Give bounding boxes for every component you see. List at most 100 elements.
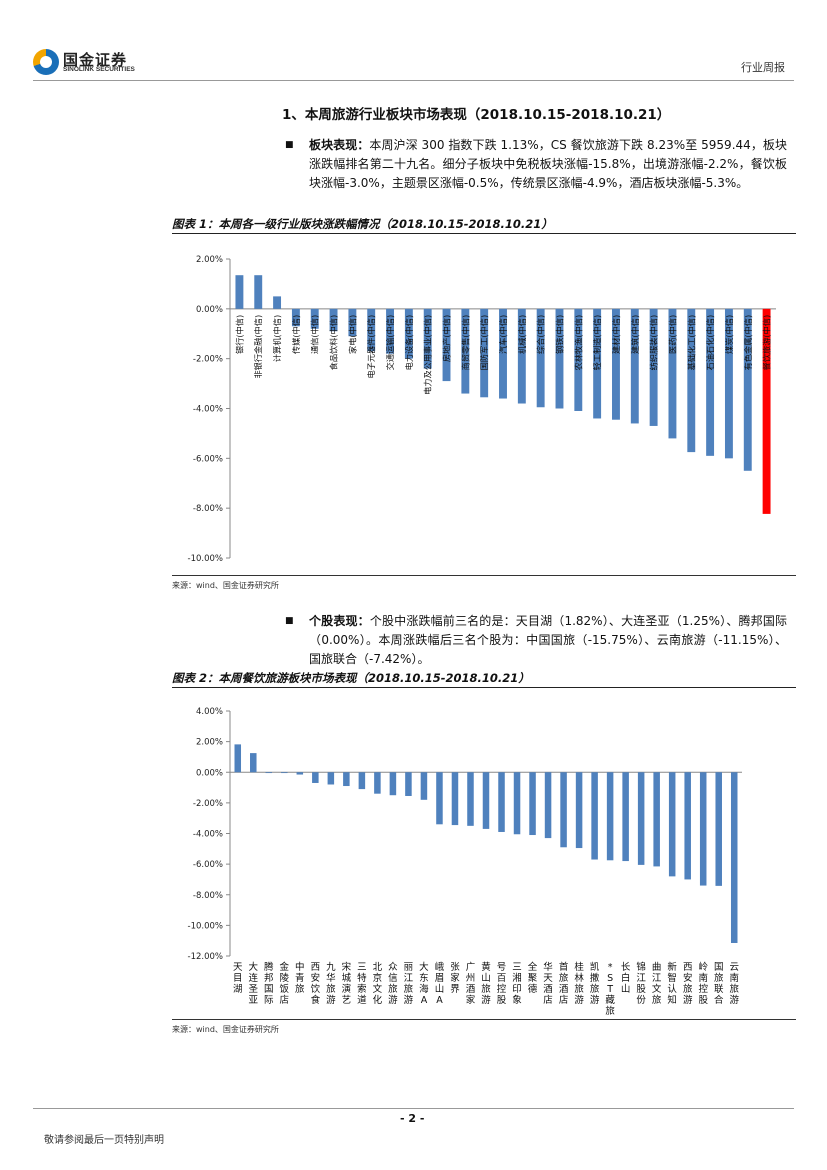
bar — [762, 308, 771, 514]
bar — [724, 308, 733, 459]
bar — [637, 772, 645, 865]
category-label: 医药(中信) — [667, 315, 677, 354]
y-tick-label: -10.00% — [188, 554, 223, 564]
category-label: 交通运输(中信) — [385, 315, 395, 371]
bar — [612, 308, 620, 420]
category-label: 钢铁(中信) — [554, 315, 564, 354]
sector-performance-text: 本周沪深 300 指数下跌 1.13%，CS 餐饮旅游下跌 8.23%至 595… — [309, 138, 787, 190]
category-label: 宋城演艺 — [342, 961, 352, 1006]
category-label: 岭南控股 — [698, 961, 708, 1006]
bar — [591, 772, 598, 860]
bar — [668, 772, 676, 877]
y-tick-label: -8.00% — [193, 891, 223, 901]
category-label: 计算机(中信) — [272, 315, 282, 362]
category-label: 西安饮食 — [311, 962, 321, 1006]
bar — [743, 308, 752, 471]
category-label: 西安旅游 — [683, 962, 693, 1006]
report-type: 行业周报 — [741, 61, 785, 74]
category-label: 商贸零售(中信) — [460, 315, 470, 371]
category-label: 凯撒旅游 — [590, 961, 600, 1006]
figure1-top-rule — [172, 233, 796, 234]
bar — [234, 744, 242, 773]
bar — [575, 772, 583, 849]
category-label: 国防军工(中信) — [479, 315, 489, 371]
logo-icon — [33, 49, 59, 75]
bar — [358, 772, 366, 790]
bar — [281, 772, 288, 774]
figure2-bottom-rule — [172, 1019, 796, 1020]
bar — [374, 772, 381, 794]
figure1-source: 来源：wind、国金证券研究所 — [172, 581, 279, 590]
category-label: 云南旅游 — [729, 962, 739, 1006]
header-divider — [33, 80, 794, 81]
bar — [265, 772, 273, 774]
bar — [499, 308, 507, 399]
y-tick-label: 0.00% — [196, 768, 223, 778]
bar — [517, 308, 526, 404]
category-label: 大东海 A — [419, 961, 429, 1006]
category-label: 新智认知 — [667, 961, 677, 1006]
bar — [273, 296, 282, 309]
y-tick-label: -12.00% — [188, 952, 223, 962]
bar — [405, 772, 412, 796]
bar — [544, 772, 552, 839]
category-label: 众信旅游 — [388, 962, 398, 1006]
bar — [404, 308, 413, 359]
category-label: 广州酒家 — [466, 961, 476, 1006]
section-title: 1、本周旅游行业板块市场表现（2018.10.15-2018.10.21） — [282, 107, 671, 123]
category-label: 轻工制造(中信) — [592, 315, 602, 371]
category-label: 电力设备(中信) — [404, 315, 414, 371]
sector-performance-label: 板块表现： — [309, 138, 370, 152]
sector-performance-paragraph: ■ 板块表现：本周沪深 300 指数下跌 1.13%，CS 餐饮旅游下跌 8.2… — [285, 136, 787, 193]
category-label: 家电(中信) — [347, 315, 357, 354]
bullet-icon: ■ — [285, 140, 294, 150]
y-tick-label: 0.00% — [196, 305, 223, 315]
y-tick-label: -2.00% — [193, 355, 223, 365]
bar — [442, 308, 451, 382]
y-tick-label: 4.00% — [196, 707, 223, 717]
bar — [451, 772, 459, 826]
figure2-top-rule — [172, 687, 796, 688]
category-label: 三湘印象 — [512, 962, 522, 1006]
category-label: 电子元器件(中信) — [366, 315, 376, 379]
y-tick-label: -4.00% — [193, 405, 223, 415]
figure2-source: 来源：wind、国金证券研究所 — [172, 1025, 279, 1034]
category-label: 建筑(中信) — [630, 315, 640, 354]
page-number: - 2 - — [400, 1112, 425, 1125]
bar — [593, 308, 602, 419]
category-label: 餐饮旅游(中信) — [762, 315, 772, 371]
disclaimer: 敬请参阅最后一页特别声明 — [44, 1135, 164, 1146]
bar — [480, 308, 489, 398]
bar — [327, 772, 335, 785]
bar — [706, 308, 715, 456]
category-label: 首旅酒店 — [559, 961, 569, 1006]
category-label: 黄山旅游 — [481, 961, 491, 1006]
bar — [622, 772, 629, 862]
category-label: 三特索道 — [357, 962, 367, 1006]
bar — [348, 308, 357, 337]
bar — [467, 772, 474, 826]
bar — [536, 308, 545, 408]
figure1-chart: 2.00% 0.00% -2.00% -4.00% -6.00% -8.00% -10.00… — [188, 255, 776, 564]
bar — [482, 772, 490, 829]
category-label: 北京文化 — [373, 962, 383, 1006]
category-label: 纺织服装(中信) — [649, 315, 659, 371]
y-tick-label: -4.00% — [193, 830, 223, 840]
bar — [312, 772, 319, 783]
logo-text-cn: 国金证券 — [63, 51, 128, 69]
category-label: 银行(中信) — [234, 315, 244, 354]
bar — [250, 753, 257, 773]
category-label: 张家界 — [450, 962, 460, 995]
bar — [461, 308, 470, 394]
category-label: 传媒(中信) — [291, 315, 301, 354]
y-tick-label: -8.00% — [193, 504, 223, 514]
bar — [420, 772, 428, 800]
y-tick-label: -10.00% — [188, 921, 223, 931]
category-label: 建材(中信) — [611, 315, 621, 354]
category-label: 锦江股份 — [636, 961, 646, 1006]
bar — [630, 308, 639, 424]
bar — [560, 772, 567, 848]
category-label: 腾邦国际 — [264, 961, 274, 1006]
stock-performance-label: 个股表现： — [309, 614, 370, 628]
bar — [699, 772, 707, 886]
